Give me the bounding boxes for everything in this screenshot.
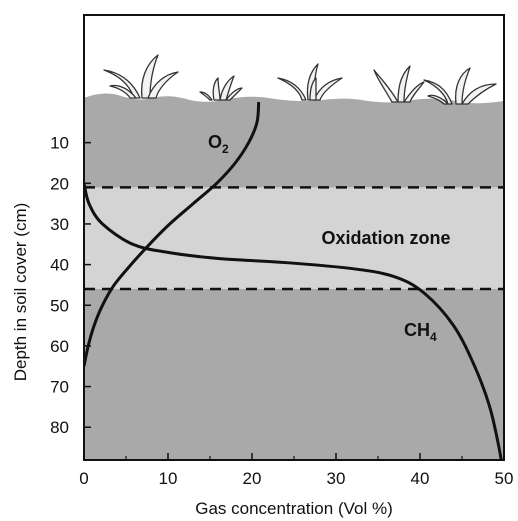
x-tick-label: 30 <box>327 469 346 488</box>
plant-3-icon <box>277 63 343 101</box>
y-tick-label: 20 <box>50 174 69 193</box>
x-tick-label: 0 <box>79 469 88 488</box>
plant-5-icon <box>423 67 497 105</box>
x-tick-label: 40 <box>411 469 430 488</box>
ch4-curve <box>84 182 503 460</box>
y-tick-label: 60 <box>50 337 69 356</box>
x-tick-label: 50 <box>495 469 514 488</box>
o2-curve <box>84 101 261 367</box>
plant-4-icon <box>373 65 425 103</box>
x-tick-label: 20 <box>243 469 262 488</box>
y-tick-label: 40 <box>50 256 69 275</box>
oxidation-zone-label: Oxidation zone <box>321 228 450 248</box>
y-tick-label: 10 <box>50 134 69 153</box>
vegetation-illustration <box>103 54 497 105</box>
ch4-label: CH4 <box>404 320 437 344</box>
y-tick-label: 50 <box>50 296 69 315</box>
y-tick-label: 30 <box>50 215 69 234</box>
curves-layer <box>84 101 503 460</box>
x-axis-label: Gas concentration (Vol %) <box>195 499 392 518</box>
y-tick-label: 70 <box>50 378 69 397</box>
plant-2-icon <box>199 75 243 101</box>
plant-1-icon <box>103 54 179 99</box>
y-tick-label: 80 <box>50 418 69 437</box>
x-axis-ticks: 0 10 20 30 40 50 <box>79 453 513 488</box>
y-axis-ticks: 10 20 30 40 50 60 70 80 <box>50 134 91 437</box>
x-tick-label: 10 <box>159 469 178 488</box>
y-axis-label: Depth in soil cover (cm) <box>11 203 30 382</box>
o2-label: O2 <box>208 132 229 156</box>
